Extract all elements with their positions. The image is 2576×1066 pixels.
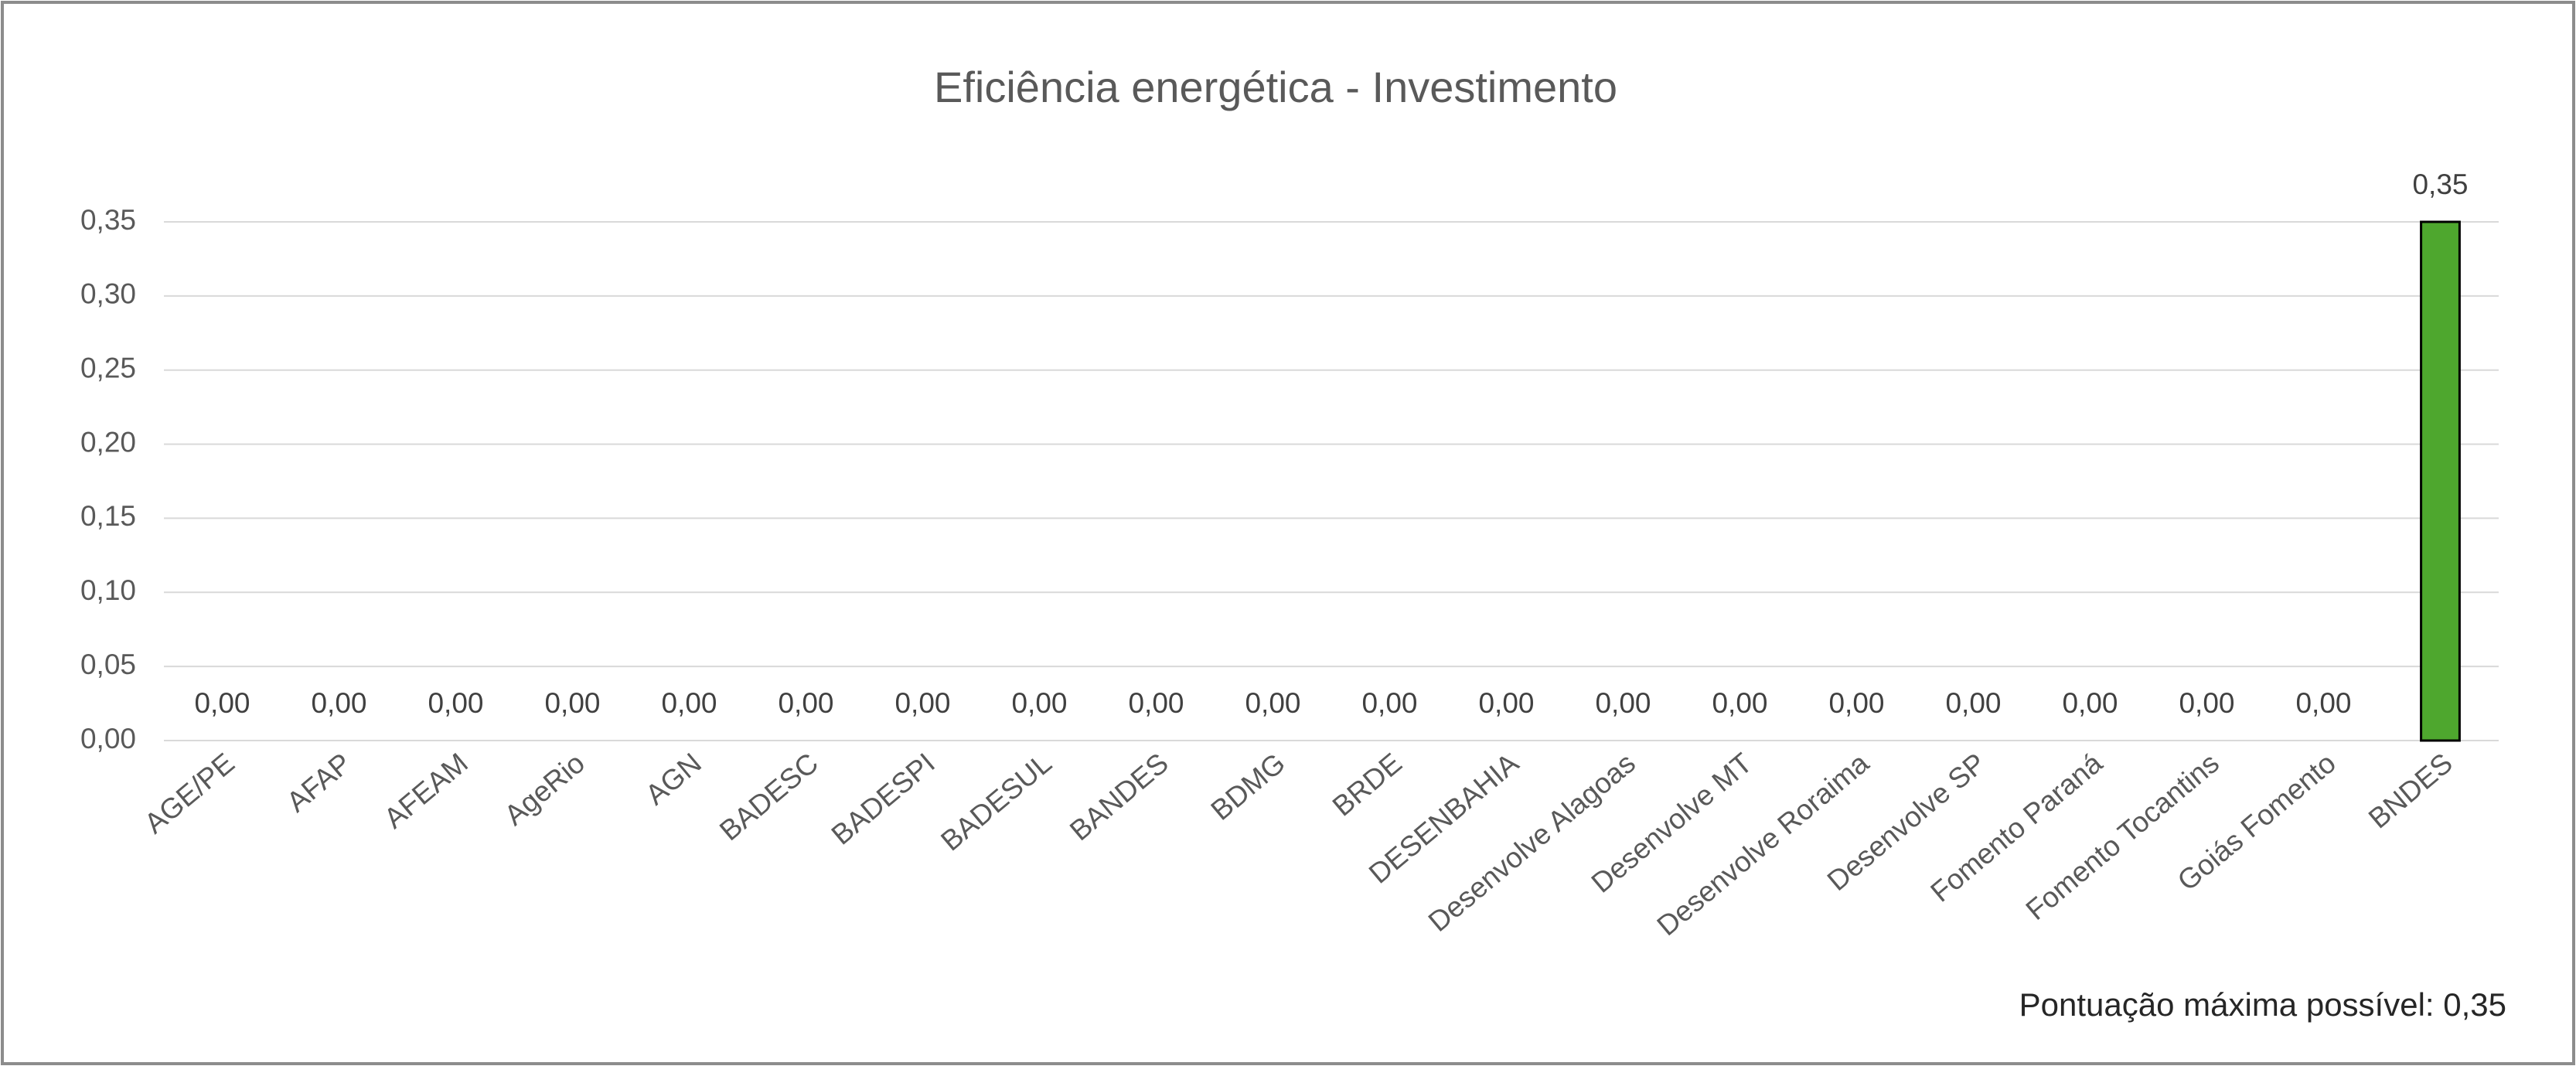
- data-label: 0,00: [1245, 687, 1300, 719]
- data-label: 0,00: [2062, 687, 2118, 719]
- data-label: 0,00: [1361, 687, 1417, 719]
- y-tick-label: 0,00: [80, 723, 136, 754]
- y-tick-label: 0,10: [80, 574, 136, 606]
- data-label: 0,00: [1828, 687, 1884, 719]
- data-label: 0,35: [2412, 169, 2468, 200]
- y-tick-label: 0,35: [80, 204, 136, 236]
- annotation: Pontuação máxima possível: 0,35: [2019, 986, 2506, 1023]
- y-tick-label: 0,25: [80, 352, 136, 383]
- data-label: 0,00: [544, 687, 600, 719]
- data-label: 0,00: [1128, 687, 1184, 719]
- data-label: 0,00: [311, 687, 366, 719]
- data-label: 0,00: [1478, 687, 1534, 719]
- data-label: 0,00: [194, 687, 250, 719]
- data-label: 0,00: [428, 687, 483, 719]
- data-label: 0,00: [1945, 687, 2001, 719]
- data-label: 0,00: [1595, 687, 1651, 719]
- y-tick-label: 0,20: [80, 426, 136, 458]
- y-tick-label: 0,05: [80, 649, 136, 680]
- data-label: 0,00: [778, 687, 833, 719]
- y-tick-label: 0,30: [80, 278, 136, 310]
- data-label: 0,00: [1712, 687, 1767, 719]
- data-label: 0,00: [1011, 687, 1067, 719]
- data-label: 0,00: [894, 687, 950, 719]
- chart-title: Eficiência energética - Investimento: [934, 63, 1617, 111]
- data-label: 0,00: [2179, 687, 2234, 719]
- data-label: 0,00: [661, 687, 717, 719]
- y-tick-label: 0,15: [80, 500, 136, 532]
- data-label: 0,00: [2295, 687, 2351, 719]
- bar: [2420, 220, 2461, 742]
